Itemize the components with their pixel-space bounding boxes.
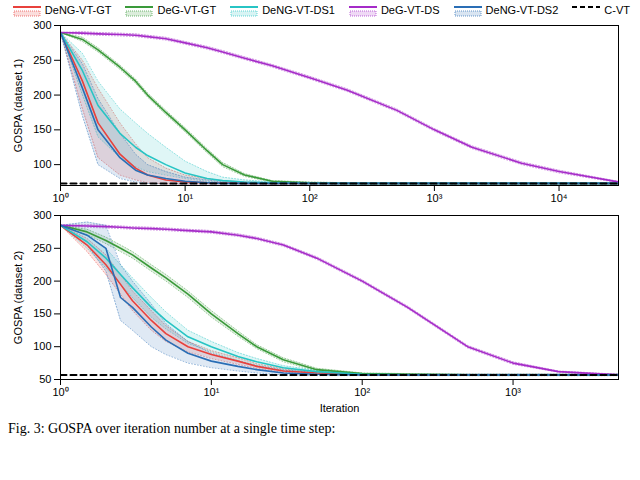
svg-text:300: 300 — [33, 209, 51, 221]
svg-text:250: 250 — [33, 54, 51, 66]
svg-text:150: 150 — [33, 307, 51, 319]
svg-text:150: 150 — [33, 123, 51, 135]
svg-text:10³: 10³ — [426, 192, 442, 204]
svg-text:250: 250 — [33, 242, 51, 254]
svg-text:10⁴: 10⁴ — [551, 192, 568, 204]
svg-text:300: 300 — [33, 19, 51, 31]
svg-text:Iteration: Iteration — [320, 402, 360, 414]
svg-text:10¹: 10¹ — [177, 192, 193, 204]
html-text:DeG-VT-GT: DeG-VT-GT — [157, 4, 217, 16]
svg-text:100: 100 — [33, 158, 51, 170]
html-text:DeNG-VT-DS1: DeNG-VT-DS1 — [262, 4, 335, 16]
svg-text:10¹: 10¹ — [203, 386, 219, 398]
svg-text:50: 50 — [39, 373, 51, 385]
svg-text:10²: 10² — [302, 192, 318, 204]
svg-text:200: 200 — [33, 275, 51, 287]
svg-text:10³: 10³ — [505, 386, 521, 398]
svg-text:10⁰: 10⁰ — [52, 192, 68, 204]
svg-text:200: 200 — [33, 89, 51, 101]
svg-text:GOSPA (dataset 2): GOSPA (dataset 2) — [12, 251, 24, 344]
html-text:DeNG-VT-DS2: DeNG-VT-DS2 — [485, 4, 559, 16]
svg-text:10²: 10² — [354, 386, 370, 398]
html-text:DeNG-VT-GT: DeNG-VT-GT — [44, 4, 112, 16]
html-text:C-VT: C-VT — [604, 4, 630, 16]
svg-text:10⁰: 10⁰ — [52, 386, 68, 398]
html-text:Fig. 3: GOSPA over iteration n: Fig. 3: GOSPA over iteration number at a… — [8, 421, 336, 436]
svg-text:GOSPA (dataset 1): GOSPA (dataset 1) — [12, 59, 24, 152]
html-text:DeG-VT-DS: DeG-VT-DS — [380, 4, 440, 16]
svg-text:100: 100 — [33, 340, 51, 352]
